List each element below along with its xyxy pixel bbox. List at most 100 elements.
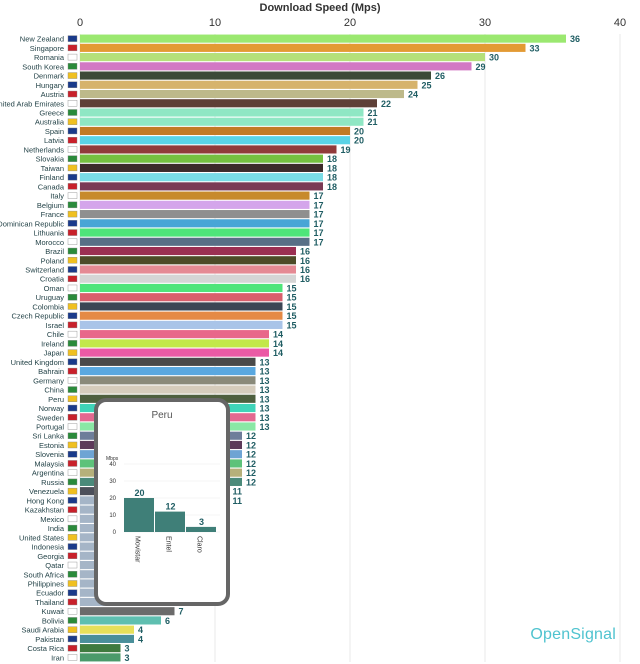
bar bbox=[80, 191, 310, 200]
country-label: Lithuania bbox=[34, 229, 65, 238]
bar-value-label: 18 bbox=[327, 163, 337, 173]
inset-bar-value: 12 bbox=[165, 502, 175, 512]
flag-icon bbox=[67, 395, 78, 402]
bar-value-label: 12 bbox=[246, 459, 256, 469]
bar-value-label: 15 bbox=[287, 293, 297, 303]
bar-value-label: 12 bbox=[246, 477, 256, 487]
bar bbox=[80, 274, 296, 283]
country-label: Hungary bbox=[36, 81, 65, 90]
country-label: Slovakia bbox=[36, 155, 65, 164]
country-label: Malaysia bbox=[34, 459, 64, 468]
flag-icon bbox=[67, 81, 78, 88]
bar bbox=[80, 385, 256, 394]
inset-category-label: Claro bbox=[196, 536, 203, 553]
flag-icon bbox=[67, 44, 78, 52]
bar-value-label: 14 bbox=[273, 330, 283, 340]
country-label: Croatia bbox=[40, 275, 65, 284]
bar-value-label: 16 bbox=[300, 247, 310, 257]
flag-icon bbox=[67, 284, 78, 292]
country-label: South Korea bbox=[22, 62, 65, 71]
country-label: Estonia bbox=[39, 441, 65, 450]
country-label: Switzerland bbox=[25, 266, 64, 275]
bar-value-label: 15 bbox=[287, 320, 297, 330]
flag-icon bbox=[67, 386, 78, 393]
country-label: Mexico bbox=[40, 515, 64, 524]
flag-icon bbox=[67, 266, 78, 273]
bar bbox=[80, 108, 364, 117]
flag-icon bbox=[67, 247, 78, 255]
bar-value-label: 15 bbox=[287, 302, 297, 312]
country-label: Philippines bbox=[28, 580, 65, 589]
y-tick-label: 0 bbox=[113, 530, 117, 536]
bar-value-label: 7 bbox=[179, 607, 184, 617]
bar-value-label: 13 bbox=[260, 376, 270, 386]
flag-icon bbox=[67, 358, 78, 366]
country-label: Netherlands bbox=[24, 145, 65, 154]
bar-value-label: 18 bbox=[327, 182, 337, 192]
flag-icon bbox=[67, 608, 78, 615]
flag-icon bbox=[67, 460, 78, 467]
bar bbox=[80, 625, 134, 634]
bar-value-label: 25 bbox=[422, 80, 432, 90]
flag-icon bbox=[67, 275, 78, 282]
bar-value-label: 30 bbox=[489, 53, 499, 63]
country-label: Russia bbox=[41, 478, 65, 487]
bar-value-label: 16 bbox=[300, 265, 310, 275]
flag-icon bbox=[67, 35, 78, 42]
bar bbox=[80, 376, 256, 385]
bar bbox=[80, 80, 418, 89]
country-label: Poland bbox=[41, 256, 64, 265]
bar bbox=[80, 348, 269, 357]
bar bbox=[80, 265, 296, 274]
inset-bar bbox=[124, 498, 154, 532]
bar-value-label: 21 bbox=[368, 117, 378, 127]
bar-value-label: 12 bbox=[246, 431, 256, 441]
bar-value-label: 17 bbox=[314, 200, 324, 210]
peru-detail-popup[interactable]: Peru Mbps 0 10 20 30 40 20 Movistar 12 Entel 3 Clar… bbox=[94, 398, 230, 606]
flag-icon bbox=[67, 303, 78, 310]
bar-value-label: 15 bbox=[287, 283, 297, 293]
country-label: New Zealand bbox=[20, 35, 64, 44]
bar-value-label: 13 bbox=[260, 385, 270, 395]
bar bbox=[80, 293, 283, 302]
bar-value-label: 26 bbox=[435, 71, 445, 81]
bar bbox=[80, 302, 283, 311]
inset-category-label: Entel bbox=[165, 536, 172, 552]
bar bbox=[80, 71, 431, 80]
country-label: China bbox=[44, 386, 64, 395]
country-label: Israel bbox=[46, 321, 65, 330]
bar bbox=[80, 173, 323, 182]
bar bbox=[80, 357, 256, 366]
bar-value-label: 17 bbox=[314, 237, 324, 247]
bar bbox=[80, 117, 364, 126]
bar-value-label: 19 bbox=[341, 145, 351, 155]
country-label: Slovenia bbox=[35, 450, 65, 459]
inset-bar bbox=[155, 511, 185, 532]
flag-icon bbox=[67, 654, 78, 661]
bar bbox=[80, 311, 283, 320]
country-label: Hong Kong bbox=[26, 496, 64, 505]
country-label: Dominican Republic bbox=[0, 219, 64, 228]
bar-value-label: 13 bbox=[260, 413, 270, 423]
flag-icon bbox=[67, 617, 78, 624]
bar-value-label: 15 bbox=[287, 311, 297, 321]
flag-icon bbox=[67, 137, 78, 144]
country-label: Australia bbox=[35, 118, 65, 127]
country-label: Romania bbox=[34, 53, 65, 62]
flag-icon bbox=[67, 543, 78, 550]
country-label: Austria bbox=[41, 90, 65, 99]
bar bbox=[80, 136, 350, 145]
bar-value-label: 17 bbox=[314, 210, 324, 220]
country-label: Spain bbox=[45, 127, 64, 136]
flag-icon bbox=[67, 598, 78, 606]
bar bbox=[80, 330, 269, 339]
bar bbox=[80, 154, 323, 163]
x-tick-label: 20 bbox=[344, 17, 356, 29]
flag-icon bbox=[67, 90, 78, 98]
flag-icon bbox=[67, 183, 78, 190]
flag-icon bbox=[67, 367, 78, 375]
country-label: Oman bbox=[44, 284, 64, 293]
bar-value-label: 12 bbox=[246, 440, 256, 450]
bar-value-label: 20 bbox=[354, 126, 364, 136]
bar bbox=[80, 607, 175, 616]
